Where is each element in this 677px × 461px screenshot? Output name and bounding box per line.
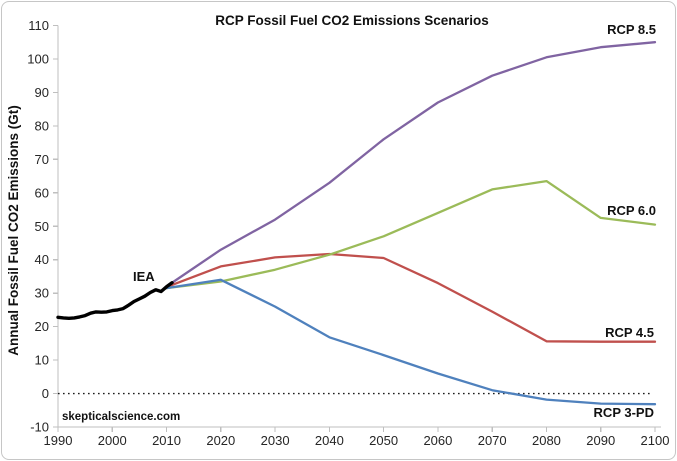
x-tick-label: 2090 — [586, 433, 615, 448]
series-line-rcp-4-5 — [165, 252, 657, 343]
y-tick-label: 60 — [35, 185, 49, 200]
x-tick-label: 2020 — [206, 433, 235, 448]
watermark: skepticalscience.com — [62, 411, 181, 423]
y-tick-label: 100 — [27, 51, 49, 66]
y-tick-label: 80 — [35, 118, 49, 133]
x-tick-label: 2080 — [532, 433, 561, 448]
y-tick-label: 110 — [28, 18, 49, 33]
series-label-iea: IEA — [133, 269, 155, 284]
y-tick-label: 50 — [35, 219, 49, 234]
x-tick-label: 2030 — [261, 433, 290, 448]
y-tick-label: 10 — [35, 353, 49, 368]
series-label-rcp-6-0: RCP 6.0 — [607, 203, 656, 218]
series-line-rcp-3-pd — [165, 278, 657, 406]
x-tick-label: 2050 — [369, 433, 398, 448]
x-tick-label: 2100 — [641, 433, 670, 448]
series-label-rcp-4-5: RCP 4.5 — [605, 325, 654, 340]
series-line-rcp-6-0 — [165, 179, 657, 290]
series-label-rcp-3-pd: RCP 3-PD — [593, 405, 654, 420]
x-tick-label: 1990 — [44, 433, 73, 448]
y-tick-label: 0 — [42, 386, 49, 401]
x-tick-label: 2000 — [98, 433, 127, 448]
series-line-iea — [56, 281, 174, 320]
series-line-rcp-8-5 — [165, 41, 657, 288]
y-tick-label: 30 — [35, 286, 49, 301]
y-tick-label: 70 — [35, 152, 49, 167]
y-tick-label: 20 — [35, 319, 49, 334]
y-axis-title: Annual Fossil Fuel CO2 Emissions (Gt) — [6, 105, 21, 356]
y-tick-label: 40 — [35, 252, 49, 267]
chart-title: RCP Fossil Fuel CO2 Emissions Scenarios — [215, 13, 489, 28]
y-tick-label: -10 — [30, 420, 49, 435]
x-tick-label: 2010 — [152, 433, 181, 448]
x-tick-label: 2040 — [315, 433, 344, 448]
x-tick-label: 2060 — [423, 433, 452, 448]
series-label-rcp-8-5: RCP 8.5 — [607, 22, 656, 37]
x-tick-label: 2070 — [478, 433, 507, 448]
y-tick-label: 90 — [35, 85, 49, 100]
